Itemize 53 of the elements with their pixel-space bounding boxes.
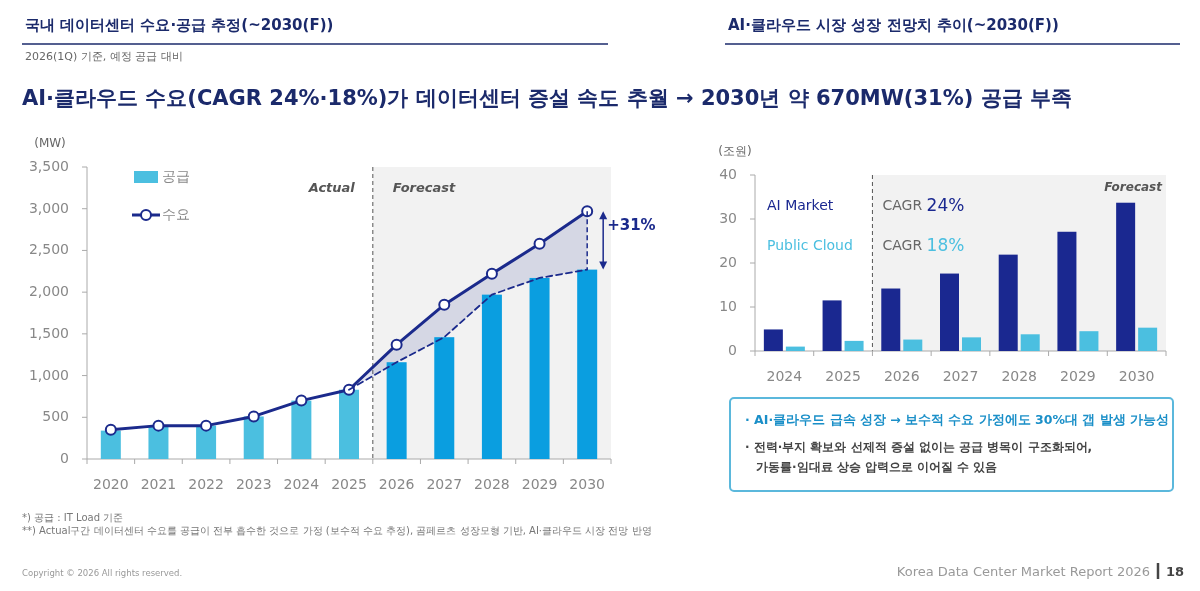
x-tick-label: 2026 [883,368,920,384]
legend: AI Market Public Cloud [767,197,853,253]
y-tick-label: 1,500 [28,324,69,341]
legend-label: 수요 [162,206,190,222]
y-tick-label: 2,500 [28,241,69,258]
y-tick-label: 2,000 [28,283,69,300]
chart-subtitle: 2026(1Q) 기준, 예정 공급 대비 [25,50,183,63]
text: 18 [1166,564,1185,579]
x-tick-label: 2021 [140,476,177,492]
y-axis-title: (조원) [718,144,752,158]
x-tick-label: 2028 [1001,368,1038,384]
x-tick-label: 2029 [521,476,558,492]
text: · AI·클라우드 급속 성장 → 보수적 수요 가정에도 30%대 갭 발생 가능성 [745,412,1170,427]
y-axis-title: (MW) [34,136,66,150]
text: *) 공급 : IT Load 기준 [22,512,124,523]
x-tick-label: 2024 [766,368,803,384]
band-label: Forecast [1104,180,1164,194]
text: Korea Data Center Market Report 2026 [896,564,1150,579]
y-tick-label: 40 [719,166,737,182]
y-tick-label: 3,000 [28,199,69,216]
y-tick-label: 0 [60,450,69,466]
y-tick-label: 20 [719,254,737,270]
x-tick-label: 2029 [1060,368,1096,384]
x-tick-label: 2030 [569,476,605,492]
y-tick-label: 1,000 [28,366,69,383]
x-tick-label: 2025 [331,476,367,492]
text: 가동률·임대료 상승 압력으로 이어질 수 있음 [756,460,998,474]
y-tick-label: 30 [719,210,737,226]
x-tick-label: 2026 [378,476,415,492]
chart-title: AI·클라우드 시장 성장 전망치 추이(~2030(F)) [728,16,1059,34]
x-tick-label: 2022 [188,476,224,492]
text: AI·클라우드 수요(CAGR 24%·18%)가 데이터센터 증설 속도 추월 → 2030년 약 670MW(31%) 공급 부족 [22,86,1072,110]
x-tick-label: 2027 [942,368,979,384]
y-tick-label: 0 [728,342,737,358]
band-label: Forecast [392,180,457,195]
x-tick-label: 2027 [426,476,463,492]
x-tick-label: 2024 [283,476,320,492]
text: Copyright © 2026 All rights reserved. [22,568,183,578]
text: **) Actual구간 데이터센터 수요를 공급이 전부 흡수한 것으로 가정 (보수적 수요 추정), 곰페르츠 성장모형 기반, AI·클라우드 시장 전망 반영 [22,525,652,536]
x-tick-label: 2020 [93,476,129,492]
x-tick-label: 2023 [235,476,272,492]
annotation: Actual [307,180,356,195]
legend-label: 공급 [162,168,190,184]
y-tick-label: 3,500 [28,158,69,174]
y-tick-label: 10 [719,298,737,314]
x-tick-label: 2030 [1118,368,1155,384]
annotation: CAGR 18% [882,235,965,255]
x-tick-label: 2028 [474,476,510,492]
text: · 전력·부지 확보와 선제적 증설 없이는 공급 병목이 구조화되어, [745,440,1093,454]
y-tick-label: 500 [42,408,69,425]
x-tick-label: 2025 [825,368,861,384]
chart-title: 국내 데이터센터 수요·공급 추정(~2030(F)) [25,16,334,34]
annotation: CAGR 24% [882,195,965,215]
